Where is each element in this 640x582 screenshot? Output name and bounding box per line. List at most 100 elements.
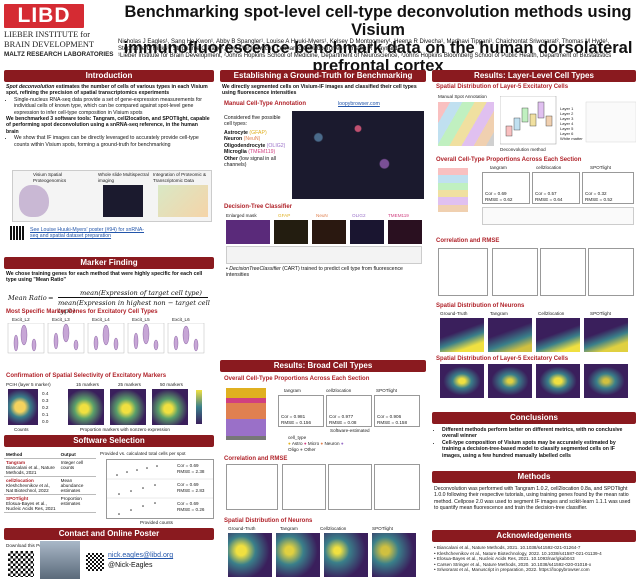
loopybrowser-link[interactable]: loopybrowser.com	[338, 101, 380, 107]
title-line: Benchmarking spot-level cell-type deconv…	[124, 3, 632, 39]
layer-neuron-map-groundtruth	[440, 318, 484, 352]
boxplot-box	[545, 115, 553, 127]
multispectral-image	[103, 185, 143, 217]
panel-label: Excit_L4	[92, 317, 110, 322]
affiliations: ¹Lieber Institute for Brain Development,…	[118, 53, 612, 60]
neuron-map-label: Ground-Truth	[228, 526, 256, 531]
layer5-map-groundtruth	[440, 364, 484, 398]
violin	[133, 332, 139, 350]
violin	[13, 334, 19, 352]
spatial-selectivity-subheading: Confirmation of Spatial Selectivity of E…	[6, 373, 167, 379]
enlarged-mask-image	[226, 220, 270, 244]
boxplot-box	[521, 107, 529, 123]
scatter-xlabel: Provided counts	[140, 520, 173, 525]
reference-item: • Biancalani et al., Nature Methods, 202…	[434, 545, 581, 550]
layer-corr-subheading: Correlation and RMSE	[436, 238, 500, 244]
decision-tree-description: • DecisionTreeClassifier (CART) trained …	[226, 266, 403, 279]
stack-neuron	[226, 402, 266, 420]
authors-line: Nicholas J Eagles¹, Sang Ho Kwon¹, Abby …	[118, 39, 610, 45]
brain-slice-image	[19, 185, 49, 217]
col-label: SPOTlight	[376, 388, 397, 393]
scatter-stat: RMSE = 0.26	[177, 507, 205, 512]
legend-item: ● Other	[300, 446, 316, 452]
scatter-point	[130, 509, 132, 511]
broad-proportions-subheading: Overall Cell-Type Proportions Across Eac…	[224, 376, 370, 382]
legend-item: ● Oligo	[288, 441, 344, 452]
stack-segment	[438, 175, 468, 183]
stack-segment	[438, 204, 468, 212]
author-list: Nicholas J Eagles¹, Sang Ho Kwon¹, Abby …	[118, 39, 638, 61]
col-label: tangram	[284, 388, 301, 393]
scatter-point	[156, 465, 158, 467]
mean-ratio-formula: Mean Ratio = mean(Expression of target c…	[8, 289, 214, 315]
reference-item: • Kleshchevnikov et al., Nature Biotechn…	[434, 550, 602, 556]
formula-numerator: mean(Expression of target cell type)	[80, 289, 202, 297]
qr-code-intro[interactable]	[10, 226, 24, 240]
img-label: Cell2location	[538, 311, 565, 316]
tree-label: OLIG2	[352, 213, 366, 218]
boxplot-box	[513, 117, 521, 131]
col-label: cell2location	[536, 165, 562, 170]
markers-15-map	[68, 389, 104, 425]
neuron-map-label: Cell2location	[320, 526, 347, 531]
download-label: Download this Poster:	[6, 543, 51, 548]
markers-col-label: 15 markers	[76, 382, 99, 387]
legend-item: ● Neuron	[320, 441, 340, 446]
introduction-text: Spot deconvolution estimates the number …	[6, 84, 212, 148]
decision-tree-diagram	[226, 246, 422, 264]
img-label: SPOTlight	[590, 311, 611, 316]
manual-layer-map	[438, 102, 494, 146]
broad-neurons-subheading: Spatial Distribution of Neurons	[224, 518, 313, 524]
layer-rmse-plot-tangram	[492, 248, 538, 296]
broad-stacked-bar	[226, 388, 266, 440]
pcih-spatial-map	[8, 389, 38, 425]
formula-eq: =	[48, 294, 54, 302]
stack-segment	[438, 182, 468, 190]
intro-rest: estimates the number of cells of various…	[6, 84, 208, 97]
legend-frame	[585, 101, 636, 143]
cell-type-item: Other (low signal in all channels)	[224, 155, 276, 169]
broad-corr-plot	[226, 464, 278, 510]
contact-email[interactable]: nick.eagles@libd.org	[108, 552, 174, 559]
layer-neuron-map-spotlight	[584, 318, 628, 352]
logo-line: LIEBER INSTITUTE for	[4, 30, 91, 39]
intro-poster-link[interactable]: See Louise Huuki-Myers' poster (#94) for…	[30, 227, 145, 240]
table-row: SPOTlight Elosua-Bayes et al., Nucleic Ac…	[4, 494, 96, 513]
tree-label: Enlarged mask	[226, 213, 257, 218]
scatter-stat: RMSE = 2.83	[177, 488, 205, 493]
author-photo	[40, 541, 80, 579]
fig-label: Integration of Proteomic & Transcriptomi…	[153, 172, 207, 183]
broad-scatter-cell2location: Cor = 0.977 RMSE = 0.08	[326, 395, 372, 427]
layer-neuron-map-cell2location	[536, 318, 580, 352]
contact-heading: Contact and Online Poster	[4, 528, 214, 540]
integration-diagram	[158, 185, 208, 217]
introduction-heading: Introduction	[4, 70, 214, 82]
layer-scatter-spotlight: Cor = 0.32 RMSE = 0.52	[582, 172, 634, 204]
stack-segment	[438, 197, 468, 205]
contact-handle[interactable]: @Nick-Eagles	[108, 562, 153, 569]
qr-code-email[interactable]	[86, 553, 104, 571]
boxplot-xlabel: Deconvolution method	[500, 147, 546, 152]
boxplot-box	[529, 113, 537, 127]
markers-50-map	[152, 389, 188, 425]
legend-item: ● Micro	[303, 441, 320, 446]
ground-truth-heading: Establishing a Ground-Truth for Benchmar…	[220, 70, 426, 82]
intro-bullet: Single-nucleus RNA-seq data provide a se…	[14, 97, 212, 116]
scatter-point	[142, 505, 144, 507]
layer5-map-cell2location	[536, 364, 580, 398]
marker-finding-heading: Marker Finding	[4, 257, 214, 269]
acknowledgements-heading: Acknowledgements	[432, 530, 636, 542]
markers-25-map	[110, 389, 146, 425]
layer-scatter-cell2location: Cor = 0.57 RMSE = 0.64	[532, 172, 580, 204]
layer5-excit-subheading: Spatial Distribution of Layer-5 Excitato…	[436, 356, 569, 362]
total-cells-scatter: Cor = 0.69 RMSE = 2.38 Cor = 0.69 RMSE =…	[106, 459, 214, 519]
scatter-point	[154, 502, 156, 504]
decision-tree-subheading: Decision-Tree Classifier	[224, 204, 293, 210]
scatter-stat: RMSE = 2.38	[177, 469, 205, 474]
qr-code-poster[interactable]	[8, 551, 34, 577]
fig-label: Whole slide Multispectral imaging	[98, 172, 149, 183]
scale-ticks: 0.4 0.3 0.2 0.1 0.0	[42, 391, 49, 424]
layer5-map-spotlight	[584, 364, 628, 398]
layer-boxplot	[500, 96, 636, 145]
layer-scatter-tangram: Cor = 0.69 RMSE = 0.62	[482, 172, 530, 204]
